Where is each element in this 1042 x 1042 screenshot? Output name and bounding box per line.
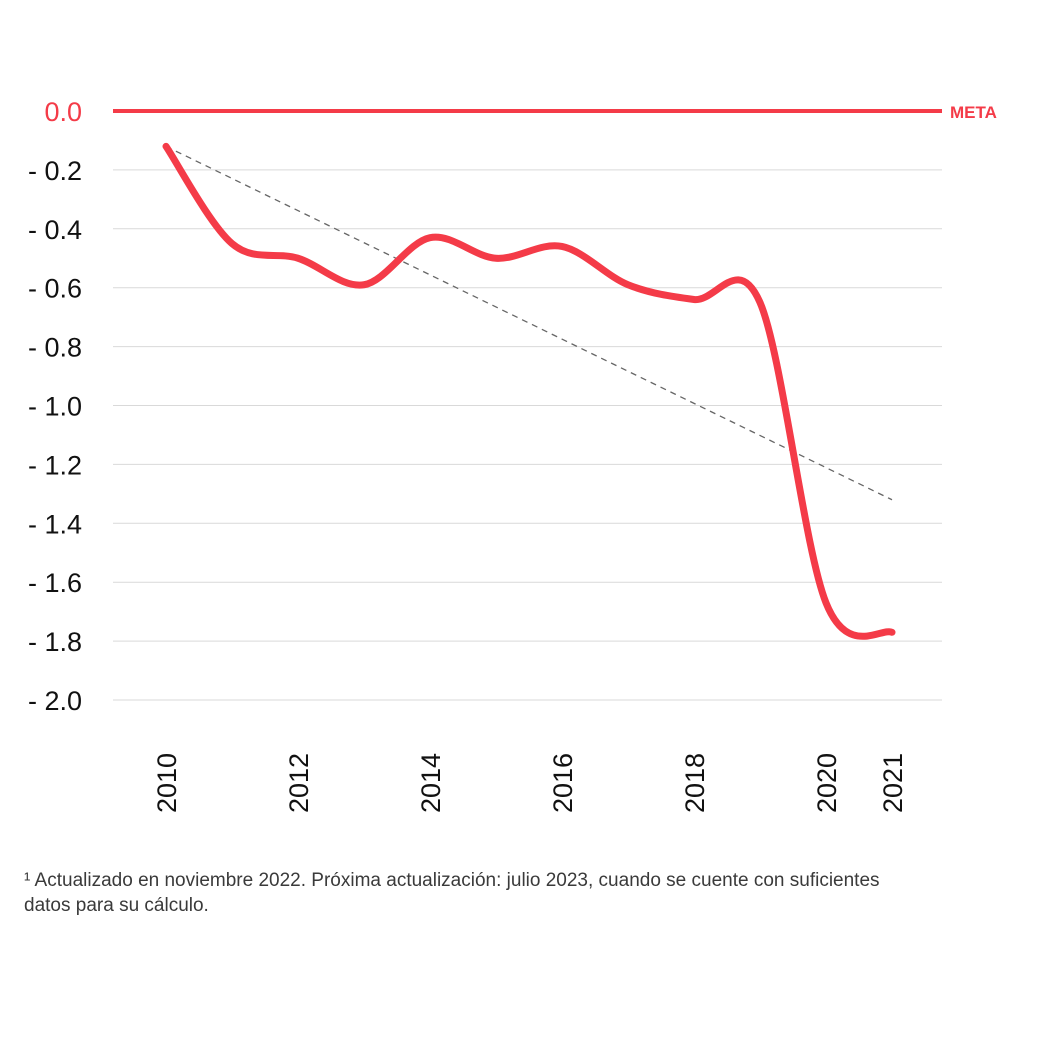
trendline	[165, 145, 893, 501]
y-tick-label: - 0.8	[28, 333, 82, 363]
grid-lines	[113, 169, 942, 701]
y-tick-label: - 1.4	[28, 509, 82, 539]
x-tick-label: 2021	[878, 753, 908, 813]
y-tick-label: - 1.6	[28, 568, 82, 598]
y-tick-label: - 2.0	[28, 686, 82, 716]
y-tick-label: - 1.2	[28, 450, 82, 480]
trendline-group	[165, 145, 893, 501]
footnote: ¹ Actualizado en noviembre 2022. Próxima…	[24, 870, 880, 916]
y-tick-label: - 0.6	[28, 274, 82, 304]
y-tick-label: - 1.0	[28, 392, 82, 422]
x-tick-label: 2018	[680, 753, 710, 813]
series-line	[162, 142, 896, 640]
y-tick-label: - 1.8	[28, 627, 82, 657]
x-tick-label: 2016	[548, 753, 578, 813]
y-tick-label: - 0.2	[28, 156, 82, 186]
x-axis-ticks: 2010 2012 2014 2016 2018 2020 2021	[152, 753, 908, 813]
y-tick-label: - 0.4	[28, 215, 82, 245]
y-tick-label: 0.0	[44, 97, 82, 127]
x-tick-label: 2014	[416, 753, 446, 813]
y-axis-ticks: 0.0 - 0.2 - 0.4 - 0.6 - 0.8 - 1.0 - 1.2 - 1.4 - …	[28, 97, 82, 716]
target-line-group: META	[113, 103, 997, 122]
x-tick-label: 2020	[812, 753, 842, 813]
target-line-label: META	[950, 103, 997, 122]
x-tick-label: 2012	[284, 753, 314, 813]
x-tick-label: 2010	[152, 753, 182, 813]
series-group	[162, 142, 896, 640]
line-chart: 0.0 - 0.2 - 0.4 - 0.6 - 0.8 - 1.0 - 1.2 - 1.4 - …	[28, 97, 997, 813]
